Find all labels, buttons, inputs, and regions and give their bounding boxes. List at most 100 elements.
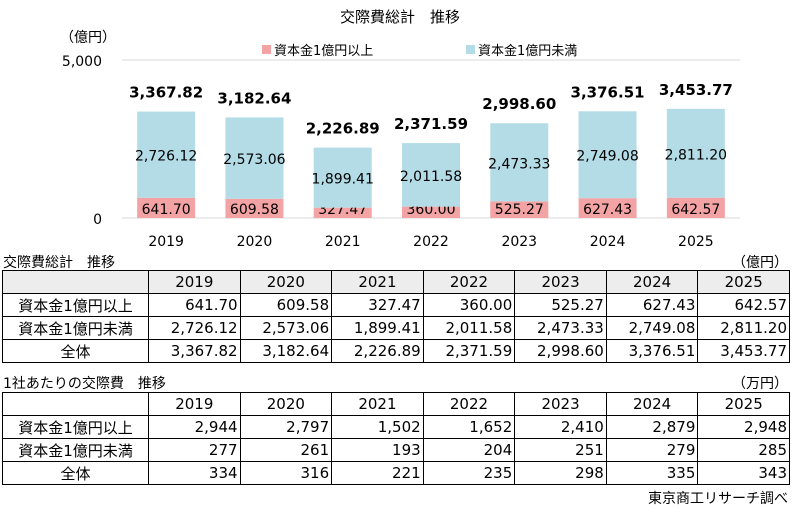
table2-unit: （万円） [732,376,788,392]
per-company-expense-table: 2019 2020 2021 2022 2023 2024 2025 資本金1億円以上 2,94… [2,392,790,485]
bar-segment [137,197,196,218]
total-label: 3,376.51 [571,83,645,101]
total-label: 3,453.77 [659,81,733,99]
total-label: 3,182.64 [217,89,291,107]
row-label: 資本金1億円未満 [2,316,149,340]
table1-title: 交際費総計 推移 [3,255,115,271]
value-cell: 335 [605,461,699,485]
year-header: 2021 [331,392,424,416]
value-cell: 204 [422,438,516,462]
table-row: 資本金1億円以上 2,944 2,797 1,502 1,652 2,410 2,879 2,… [2,415,790,439]
value-cell: 2,473.33 [514,316,607,340]
corner-cell [2,270,149,294]
data-label: 1,899.41 [312,172,374,188]
legend-label: 資本金1億円未満 [478,43,577,59]
legend-swatch [262,45,271,54]
x-tick-label: 2021 [325,234,361,250]
y-tick-label: 0 [93,212,102,228]
year-header: 2023 [514,392,607,416]
table-row: 全体 3,367.82 3,182.64 2,226.89 2,371.59 2,998.… [2,339,790,363]
x-tick-label: 2025 [678,234,714,250]
year-header: 2021 [331,270,424,294]
year-header: 2024 [605,392,699,416]
data-label: 627.43 [583,202,632,218]
value-cell: 193 [331,438,424,462]
year-header: 2022 [422,270,516,294]
total-label: 2,998.60 [482,95,556,113]
value-cell: 2,226.89 [331,339,424,363]
year-header: 2025 [697,270,790,294]
table-row: 資本金1億円未満 2,726.12 2,573.06 1,899.41 2,011.58… [2,316,790,340]
value-cell: 360.00 [422,293,516,317]
x-tick-label: 2022 [413,234,449,250]
value-cell: 627.43 [605,293,699,317]
value-cell: 1,502 [331,415,424,439]
bar-segment [490,201,549,218]
value-cell: 221 [331,461,424,485]
header-row: 2019 2020 2021 2022 2023 2024 2025 [2,270,790,294]
value-cell: 2,726.12 [148,316,241,340]
x-tick-label: 2019 [148,234,184,250]
year-header: 2023 [514,270,607,294]
value-cell: 2,371.59 [422,339,516,363]
year-header: 2020 [239,270,333,294]
row-label: 資本金1億円以上 [2,293,149,317]
x-tick-label: 2020 [237,234,273,250]
x-tick-label: 2024 [590,234,626,250]
data-label: 609.58 [230,202,279,218]
value-cell: 279 [605,438,699,462]
data-label: 2,726.12 [135,149,197,165]
data-label: 2,573.06 [223,152,285,168]
value-cell: 2,749.08 [605,316,699,340]
value-cell: 2,998.60 [514,339,607,363]
row-label: 全体 [2,461,149,485]
header-row: 2019 2020 2021 2022 2023 2024 2025 [2,392,790,416]
value-cell: 261 [239,438,333,462]
value-cell: 251 [514,438,607,462]
row-label: 資本金1億円未満 [2,438,149,462]
value-cell: 316 [239,461,333,485]
value-cell: 327.47 [331,293,424,317]
bar-segment [402,143,460,207]
value-cell: 525.27 [514,293,607,317]
data-label: 641.70 [142,202,191,218]
total-expense-table: 2019 2020 2021 2022 2023 2024 2025 資本金1億円以上 641.… [2,270,790,363]
value-cell: 277 [148,438,241,462]
bar-segment [225,117,284,199]
bar-segment [578,198,637,218]
value-cell: 2,573.06 [239,316,333,340]
value-cell: 1,899.41 [331,316,424,340]
row-label: 全体 [2,339,149,363]
year-header: 2020 [239,392,333,416]
chart-title: 交際費総計 推移 [340,8,460,26]
value-cell: 2,944 [148,415,241,439]
value-cell: 3,182.64 [239,339,333,363]
row-label: 資本金1億円以上 [2,415,149,439]
year-header: 2019 [148,270,241,294]
year-header: 2022 [422,392,516,416]
corner-cell [2,392,149,416]
value-cell: 2,011.58 [422,316,516,340]
data-label: 2,473.33 [488,156,550,172]
value-cell: 642.57 [697,293,790,317]
value-cell: 2,948 [697,415,790,439]
y-tick-label: 5,000 [62,54,102,70]
value-cell: 3,367.82 [148,339,241,363]
year-header: 2025 [697,392,790,416]
bar-segment [313,207,372,218]
data-label: 2,749.08 [576,149,638,165]
year-header: 2024 [605,270,699,294]
value-cell: 2,797 [239,415,333,439]
value-cell: 285 [697,438,790,462]
bar-segment [402,206,460,218]
bar-segment [225,198,284,218]
total-label: 2,226.89 [306,120,380,138]
value-cell: 3,453.77 [697,339,790,363]
x-tick-label: 2023 [501,234,537,250]
value-cell: 1,652 [422,415,516,439]
table-row: 資本金1億円以上 641.70 609.58 327.47 360.00 525.27 62… [2,293,790,317]
data-label: 2,811.20 [665,147,727,163]
legend-label: 資本金1億円以上 [274,43,373,59]
legend-swatch [466,45,475,54]
value-cell: 609.58 [239,293,333,317]
